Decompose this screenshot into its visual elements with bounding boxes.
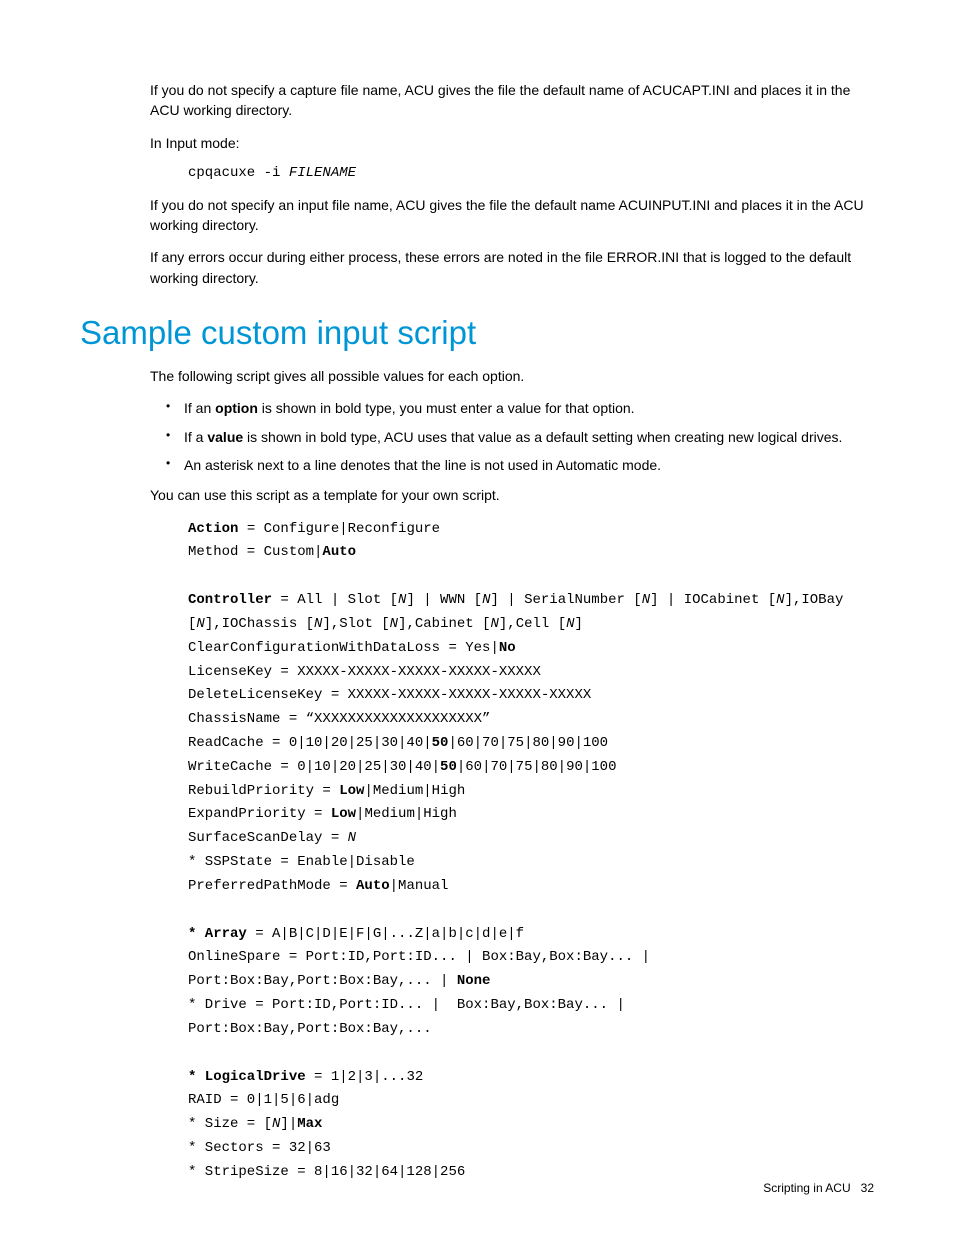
t: OnlineSpare = Port:ID,Port:ID... | Box:B… [188,949,658,989]
t: ],IOChassis [ [205,616,314,632]
script-line: * Sectors = 32|63 [188,1137,874,1161]
bullet-3: An asterisk next to a line denotes that … [150,455,874,475]
page-footer: Scripting in ACU 32 [763,1181,874,1195]
t: |Manual [390,878,449,894]
var-n: N [566,616,574,632]
t: ],Cell [ [499,616,566,632]
kw-max: Max [297,1116,322,1132]
script-line: Method = Custom|Auto [188,541,874,565]
kw-array: * Array [188,926,247,942]
t: |60|70|75|80|90|100 [448,735,608,751]
section-heading: Sample custom input script [80,314,874,352]
t: WriteCache = 0|10|20|25|30|40| [188,759,440,775]
kw-none: None [457,973,491,989]
b2-post: is shown in bold type, ACU uses that val… [243,429,842,445]
b1-post: is shown in bold type, you must enter a … [258,400,635,416]
footer-text: Scripting in ACU [763,1181,850,1195]
intro-p1: If you do not specify a capture file nam… [150,80,874,121]
kw-logicaldrive: * LogicalDrive [188,1069,306,1085]
t: ] | SerialNumber [ [490,592,641,608]
script-line: ExpandPriority = Low|Medium|High [188,803,874,827]
t: SurfaceScanDelay = [188,830,348,846]
kw-low: Low [331,806,356,822]
bullet-2: If a value is shown in bold type, ACU us… [150,427,874,447]
t: |Medium|High [356,806,457,822]
t: ],Cabinet [ [398,616,490,632]
blank-line [188,565,874,589]
intro-p2: In Input mode: [150,133,874,153]
kw-50: 50 [440,759,457,775]
blank-line [188,1042,874,1066]
var-n: N [196,616,204,632]
script-line: ReadCache = 0|10|20|25|30|40|50|60|70|75… [188,732,874,756]
bullet-list: If an option is shown in bold type, you … [150,398,874,475]
kw-low: Low [339,783,364,799]
body-content: If you do not specify a capture file nam… [150,80,874,288]
t: |Medium|High [364,783,465,799]
kw-auto: Auto [322,544,356,560]
t: PreferredPathMode = [188,878,356,894]
script-line: * Drive = Port:ID,Port:ID... | Box:Bay,B… [188,994,874,1042]
script-block: Action = Configure|Reconfigure Method = … [188,518,874,1185]
code-filename: FILENAME [289,165,356,181]
t: ] | WWN [ [406,592,482,608]
b2-pre: If a [184,429,207,445]
section-content: The following script gives all possible … [150,366,874,1184]
kw-auto: Auto [356,878,390,894]
t: ReadCache = 0|10|20|25|30|40| [188,735,432,751]
bullet-1: If an option is shown in bold type, you … [150,398,874,418]
script-line: * SSPState = Enable|Disable [188,851,874,875]
script-line: OnlineSpare = Port:ID,Port:ID... | Box:B… [188,946,874,994]
script-line: RebuildPriority = Low|Medium|High [188,780,874,804]
script-line: WriteCache = 0|10|20|25|30|40|50|60|70|7… [188,756,874,780]
script-line: DeleteLicenseKey = XXXXX-XXXXX-XXXXX-XXX… [188,684,874,708]
script-line: * LogicalDrive = 1|2|3|...32 [188,1066,874,1090]
t: ] | IOCabinet [ [650,592,776,608]
script-line: LicenseKey = XXXXX-XXXXX-XXXXX-XXXXX-XXX… [188,661,874,685]
section-p1: The following script gives all possible … [150,366,874,386]
var-n: N [490,616,498,632]
b2-bold: value [207,429,243,445]
t: ] [575,616,583,632]
script-line: Controller = All | Slot [N] | WWN [N] | … [188,589,874,637]
kw-controller: Controller [188,592,272,608]
script-line: ClearConfigurationWithDataLoss = Yes|No [188,637,874,661]
var-n: N [390,616,398,632]
t: RebuildPriority = [188,783,339,799]
footer-page: 32 [861,1181,874,1195]
t: ],Slot [ [322,616,389,632]
b1-bold: option [215,400,258,416]
t: Method = Custom| [188,544,322,560]
script-line: ChassisName = “XXXXXXXXXXXXXXXXXXXX” [188,708,874,732]
script-line: SurfaceScanDelay = N [188,827,874,851]
t: = A|B|C|D|E|F|G|...Z|a|b|c|d|e|f [247,926,524,942]
t: = Configure|Reconfigure [238,521,440,537]
t: ExpandPriority = [188,806,331,822]
kw-50: 50 [432,735,449,751]
blank-line [188,899,874,923]
section-p2: You can use this script as a template fo… [150,485,874,505]
var-n: N [642,592,650,608]
script-line: * Array = A|B|C|D|E|F|G|...Z|a|b|c|d|e|f [188,923,874,947]
var-n: N [776,592,784,608]
intro-code: cpqacuxe -i FILENAME [188,165,874,181]
b1-pre: If an [184,400,215,416]
kw-no: No [499,640,516,656]
code-prefix: cpqacuxe -i [188,165,289,181]
script-line: Action = Configure|Reconfigure [188,518,874,542]
var-n: N [348,830,356,846]
t: |60|70|75|80|90|100 [457,759,617,775]
t: * Size = [ [188,1116,272,1132]
kw-action: Action [188,521,238,537]
script-line: RAID = 0|1|5|6|adg [188,1089,874,1113]
intro-p3: If you do not specify an input file name… [150,195,874,236]
script-line: * Size = [N]|Max [188,1113,874,1137]
t: ClearConfigurationWithDataLoss = Yes| [188,640,499,656]
script-line: PreferredPathMode = Auto|Manual [188,875,874,899]
t: = 1|2|3|...32 [306,1069,424,1085]
t: = All | Slot [ [272,592,398,608]
t: ]| [280,1116,297,1132]
intro-p4: If any errors occur during either proces… [150,247,874,288]
document-page: If you do not specify a capture file nam… [0,0,954,1235]
